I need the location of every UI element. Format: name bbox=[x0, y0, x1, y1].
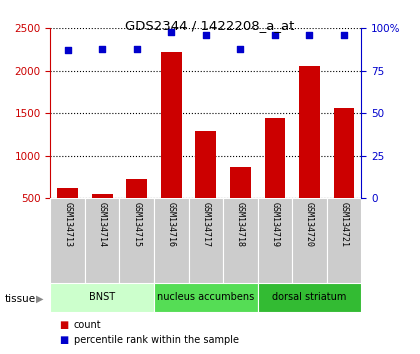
Point bbox=[237, 46, 244, 52]
Bar bbox=[50, 283, 154, 312]
Bar bbox=[327, 198, 361, 283]
Text: GSM134721: GSM134721 bbox=[339, 202, 349, 247]
Point bbox=[202, 32, 209, 38]
Point bbox=[341, 32, 347, 38]
Bar bbox=[333, 108, 354, 241]
Point bbox=[99, 46, 105, 52]
Bar bbox=[92, 194, 113, 241]
Bar bbox=[154, 198, 189, 283]
Bar bbox=[223, 198, 257, 283]
Bar bbox=[50, 198, 85, 283]
Text: GSM134714: GSM134714 bbox=[98, 202, 107, 247]
Text: percentile rank within the sample: percentile rank within the sample bbox=[74, 335, 239, 345]
Text: BNST: BNST bbox=[89, 292, 115, 302]
Bar bbox=[85, 198, 119, 283]
Bar bbox=[257, 283, 361, 312]
Bar bbox=[299, 66, 320, 241]
Text: count: count bbox=[74, 320, 101, 330]
Text: ▶: ▶ bbox=[36, 294, 44, 304]
Bar bbox=[265, 118, 285, 241]
Bar bbox=[189, 198, 223, 283]
Bar bbox=[57, 188, 78, 241]
Text: GDS2344 / 1422208_a_at: GDS2344 / 1422208_a_at bbox=[125, 19, 295, 33]
Text: nucleus accumbens: nucleus accumbens bbox=[157, 292, 255, 302]
Text: GSM134716: GSM134716 bbox=[167, 202, 176, 247]
Point bbox=[168, 29, 175, 35]
Point bbox=[64, 47, 71, 53]
Text: GSM134718: GSM134718 bbox=[236, 202, 245, 247]
Point bbox=[271, 32, 278, 38]
Bar bbox=[195, 131, 216, 241]
Text: GSM134713: GSM134713 bbox=[63, 202, 72, 247]
Bar bbox=[154, 283, 257, 312]
Point bbox=[134, 46, 140, 52]
Text: GSM134719: GSM134719 bbox=[270, 202, 279, 247]
Text: GSM134720: GSM134720 bbox=[305, 202, 314, 247]
Text: GSM134715: GSM134715 bbox=[132, 202, 141, 247]
Bar bbox=[230, 167, 251, 241]
Text: dorsal striatum: dorsal striatum bbox=[272, 292, 346, 302]
Text: ■: ■ bbox=[59, 335, 68, 345]
Text: GSM134717: GSM134717 bbox=[201, 202, 210, 247]
Text: tissue: tissue bbox=[4, 294, 35, 304]
Bar bbox=[292, 198, 327, 283]
Point bbox=[306, 32, 313, 38]
Text: ■: ■ bbox=[59, 320, 68, 330]
Bar bbox=[126, 179, 147, 241]
Bar bbox=[119, 198, 154, 283]
Bar bbox=[257, 198, 292, 283]
Bar bbox=[161, 52, 181, 241]
